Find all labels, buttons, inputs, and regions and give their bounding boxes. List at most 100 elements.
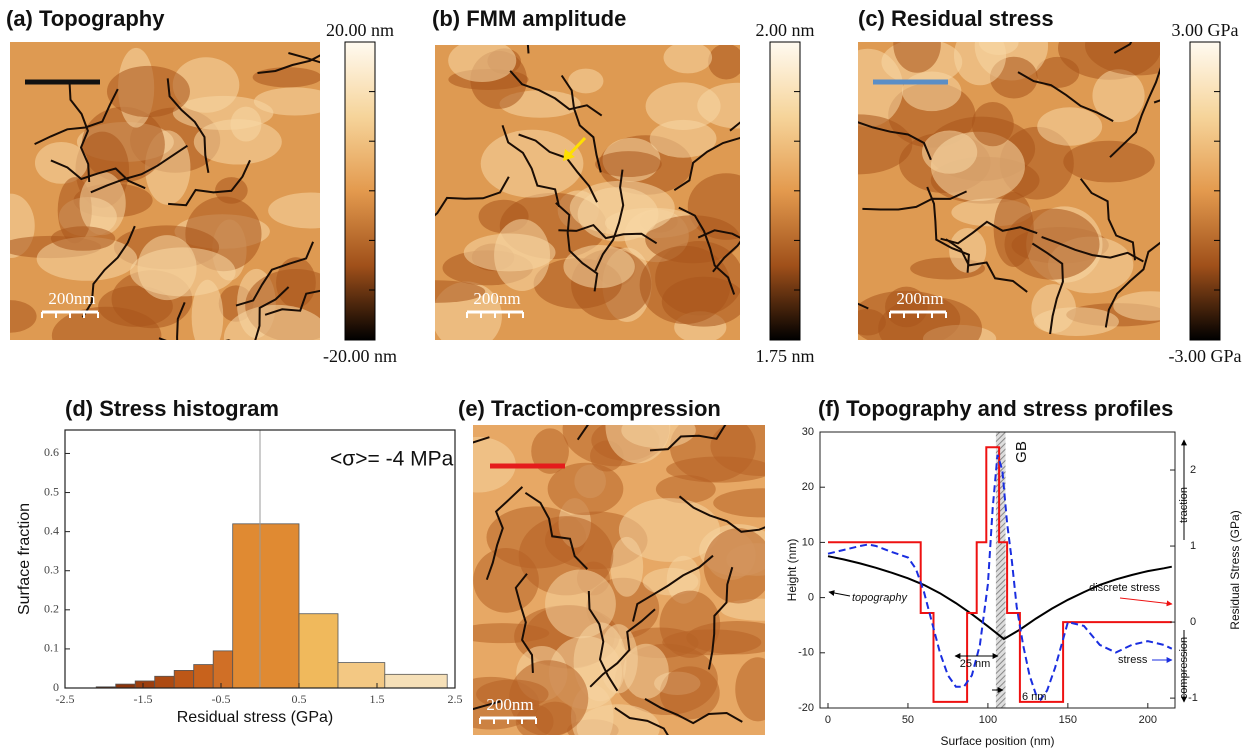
grain-boundary — [168, 159, 251, 207]
map-blob — [663, 45, 713, 74]
map-blob — [858, 48, 904, 128]
map-blob — [659, 666, 720, 720]
colorbar-min: -20.00 nm — [323, 346, 397, 366]
y-tick-label: 0 — [808, 592, 814, 604]
annotation: 25 nm — [960, 658, 991, 670]
grain-boundary — [264, 289, 320, 316]
grain-boundary — [614, 707, 669, 735]
map-blob — [645, 82, 721, 130]
bar — [232, 523, 300, 689]
map-content: 200nm — [473, 425, 765, 735]
y2-axis-label: Residual Stress (GPa) — [1228, 510, 1242, 629]
x-tick-label: 0.5 — [292, 692, 307, 706]
y-tick-label: 0.4 — [44, 523, 59, 537]
bar — [193, 664, 214, 689]
map-blob — [1063, 140, 1155, 183]
map-blob — [252, 67, 320, 88]
grain-boundary — [81, 225, 136, 318]
grain-boundary — [558, 223, 658, 245]
grain-boundary — [858, 121, 932, 161]
grain-boundary — [1079, 178, 1136, 261]
map-blob — [81, 106, 165, 183]
grain-boundary — [632, 554, 714, 622]
map-image: 200nm — [10, 42, 320, 340]
x-tick-label: 150 — [1059, 714, 1077, 726]
x-tick-label: -0.5 — [212, 692, 231, 706]
map-blob — [50, 226, 116, 251]
y-tick-label: 0.1 — [44, 641, 59, 655]
map-content: 200nm — [10, 42, 320, 340]
colorbar-min: 1.75 nm — [755, 346, 814, 366]
x-tick-label: 100 — [979, 714, 997, 726]
annotation: GB — [1013, 441, 1030, 463]
series-label: discrete stress — [1089, 582, 1160, 594]
grain-boundary — [514, 573, 534, 673]
map-blob — [36, 236, 138, 281]
map-blob — [1085, 42, 1160, 76]
map-blob — [531, 428, 569, 474]
grain-boundary — [50, 159, 146, 190]
map-blob — [666, 456, 765, 483]
grain-boundary — [673, 136, 740, 192]
map-blob — [902, 71, 962, 112]
colorbar-max: 2.00 nm — [755, 20, 814, 40]
y-tick-label: 0.6 — [44, 445, 59, 459]
grain-boundary — [485, 486, 524, 581]
map-blob — [137, 235, 197, 301]
x-axis-label: Surface position (nm) — [940, 734, 1054, 748]
bar — [384, 673, 448, 689]
map-blob — [621, 425, 696, 449]
map-blob — [463, 233, 556, 272]
map-content: 200nm — [435, 45, 740, 340]
grain-boundary — [940, 220, 1038, 245]
map-blob — [930, 131, 1025, 201]
map-blob — [79, 171, 126, 236]
grain-boundary — [555, 202, 599, 292]
panel-title: (b) FMM amplitude — [432, 6, 626, 31]
grain-boundary — [1017, 71, 1114, 122]
grain-boundary — [644, 698, 743, 725]
x-axis-label: Residual stress (GPa) — [177, 709, 334, 726]
map-blob — [1037, 107, 1103, 146]
map-blob — [655, 474, 716, 504]
annotation: 6 nm — [1022, 691, 1046, 703]
map-blob — [577, 187, 659, 242]
y2-tick-label: 2 — [1190, 464, 1196, 476]
map-blob — [568, 68, 604, 94]
scale-bar-label: 200nm — [48, 289, 95, 308]
map-blob — [645, 215, 740, 264]
panel-title: (c) Residual stress — [858, 6, 1054, 31]
grain-boundary — [858, 302, 869, 310]
map-blob — [623, 643, 669, 699]
y2-tick-label: -1 — [1188, 692, 1198, 704]
scale-bar-label: 200nm — [486, 695, 533, 714]
map-blob — [193, 119, 282, 165]
chart-title: (f) Topography and stress profiles — [818, 396, 1173, 421]
y-tick-label: 0.5 — [44, 484, 59, 498]
series-label: stress — [1118, 654, 1148, 666]
bar — [154, 675, 175, 689]
y-tick-label: 10 — [802, 536, 814, 548]
grain-boundary — [1041, 235, 1144, 263]
grain-boundary — [166, 78, 210, 173]
map-image: 200nm — [858, 42, 1160, 340]
y2-tick-label: 1 — [1190, 540, 1196, 552]
pointer-head — [563, 149, 575, 161]
map-blob — [51, 306, 162, 340]
map-blob — [878, 296, 983, 340]
grain-boundary — [1031, 242, 1064, 335]
bar — [337, 662, 386, 689]
map-blob — [720, 598, 765, 621]
plot-frame — [819, 431, 1176, 709]
y-axis-label: Height (nm) — [785, 539, 799, 602]
x-tick-label: -2.5 — [56, 692, 75, 706]
grain-boundary — [257, 54, 320, 74]
scale-bar-label: 200nm — [473, 289, 520, 308]
map-blob — [1092, 69, 1145, 123]
map-blob — [547, 462, 624, 516]
map-blob — [476, 679, 549, 709]
grain-boundary — [501, 124, 561, 208]
grain-boundary — [707, 566, 734, 670]
